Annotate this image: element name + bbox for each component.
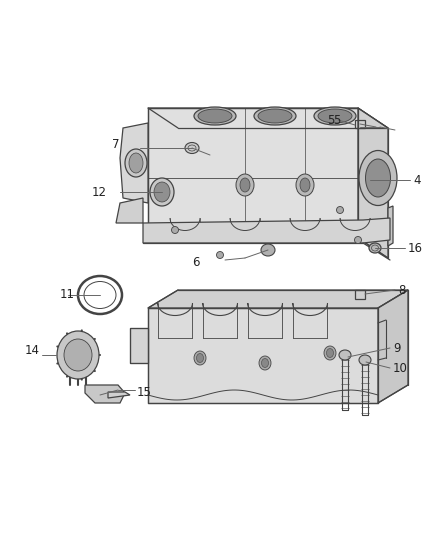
Polygon shape: [148, 290, 408, 308]
Ellipse shape: [129, 153, 143, 173]
Ellipse shape: [216, 252, 223, 259]
Ellipse shape: [185, 142, 199, 154]
Ellipse shape: [125, 149, 147, 177]
Ellipse shape: [369, 243, 381, 253]
Ellipse shape: [365, 159, 391, 197]
Text: 5: 5: [332, 114, 340, 126]
Polygon shape: [85, 385, 125, 403]
Ellipse shape: [326, 349, 333, 358]
Ellipse shape: [254, 107, 296, 125]
Ellipse shape: [314, 107, 356, 125]
Polygon shape: [108, 392, 130, 398]
Text: 5: 5: [328, 114, 335, 126]
Text: 16: 16: [408, 241, 423, 254]
Text: 8: 8: [398, 284, 406, 296]
Text: 4: 4: [413, 174, 420, 187]
Text: 11: 11: [60, 288, 75, 302]
Text: 14: 14: [25, 343, 40, 357]
Text: 12: 12: [92, 185, 107, 198]
Polygon shape: [358, 108, 388, 258]
Ellipse shape: [359, 150, 397, 206]
Ellipse shape: [197, 353, 204, 362]
Polygon shape: [116, 198, 143, 223]
Ellipse shape: [359, 355, 371, 365]
Text: 15: 15: [137, 385, 152, 399]
Polygon shape: [378, 290, 408, 403]
Ellipse shape: [150, 178, 174, 206]
Ellipse shape: [324, 346, 336, 360]
Polygon shape: [148, 108, 358, 238]
Ellipse shape: [261, 244, 275, 256]
Ellipse shape: [154, 182, 170, 202]
Ellipse shape: [261, 359, 268, 367]
Ellipse shape: [240, 178, 250, 192]
Polygon shape: [130, 328, 148, 363]
Text: 9: 9: [393, 342, 400, 354]
Ellipse shape: [339, 350, 351, 360]
Text: 6: 6: [192, 255, 200, 269]
Ellipse shape: [296, 174, 314, 196]
Ellipse shape: [236, 174, 254, 196]
Ellipse shape: [57, 331, 99, 379]
Ellipse shape: [258, 109, 292, 123]
Text: 7: 7: [112, 139, 120, 151]
Ellipse shape: [194, 107, 236, 125]
Ellipse shape: [194, 351, 206, 365]
Ellipse shape: [354, 237, 361, 244]
Polygon shape: [143, 218, 390, 243]
Polygon shape: [388, 206, 393, 246]
Ellipse shape: [172, 227, 179, 233]
Ellipse shape: [64, 339, 92, 371]
Ellipse shape: [259, 356, 271, 370]
Ellipse shape: [300, 178, 310, 192]
Polygon shape: [120, 123, 148, 203]
Ellipse shape: [198, 109, 232, 123]
Ellipse shape: [318, 109, 352, 123]
Text: 10: 10: [393, 361, 408, 375]
Polygon shape: [148, 108, 388, 128]
Polygon shape: [148, 308, 378, 403]
Ellipse shape: [336, 206, 343, 214]
